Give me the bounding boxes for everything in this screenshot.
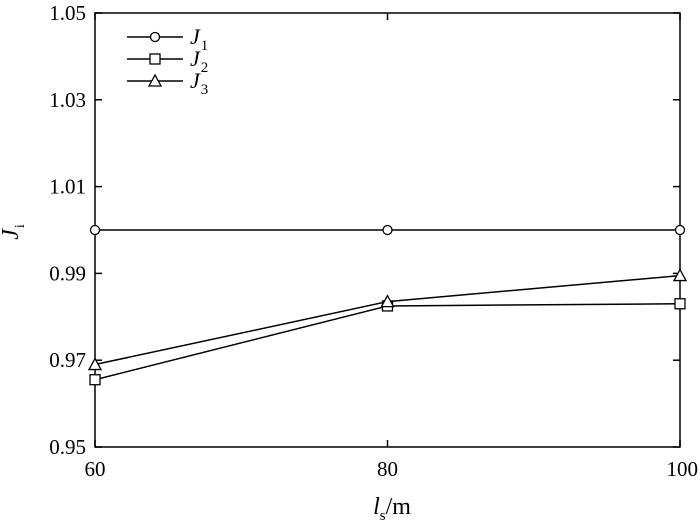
x-tick-label: 60 xyxy=(85,457,106,481)
series-line-J3 xyxy=(94,274,681,366)
legend-label: J2 xyxy=(190,46,208,76)
y-tick-label: 1.05 xyxy=(49,1,86,25)
y-axis: 0.95 0.97 0.99 1.01 1.03 1.05 xyxy=(49,1,680,459)
y-tick-label: 1.03 xyxy=(49,88,86,112)
x-tick-label: 80 xyxy=(377,457,398,481)
data-point-J1 xyxy=(89,224,101,236)
series-J3 xyxy=(87,268,688,371)
y-tick-label: 0.95 xyxy=(49,435,86,459)
series-J2 xyxy=(89,298,686,386)
legend-item-J3: J3 xyxy=(127,68,208,98)
x-axis-title: ls/m xyxy=(373,494,411,522)
y-axis-title-var: J xyxy=(0,228,24,240)
data-point-J3 xyxy=(380,294,395,308)
x-tick-label: 100 xyxy=(667,457,699,481)
legend-item-J1: J1 xyxy=(127,24,208,54)
data-point-J1 xyxy=(674,224,686,236)
x-axis-title-unit: /m xyxy=(386,494,412,520)
x-axis-title-sub: s xyxy=(380,508,386,522)
legend-marker xyxy=(149,53,161,65)
y-axis-title-sub: i xyxy=(13,224,28,228)
series-layer xyxy=(87,224,688,386)
series-J1 xyxy=(89,224,686,236)
data-point-J3 xyxy=(672,268,688,282)
data-point-J2 xyxy=(674,298,686,310)
x-axis: 60 80 100 xyxy=(85,13,699,481)
data-point-J1 xyxy=(382,224,393,236)
y-tick-label: 1.01 xyxy=(49,175,86,199)
y-axis-title: Ji xyxy=(0,224,28,240)
legend-marker xyxy=(149,31,161,43)
legend-marker xyxy=(147,73,163,87)
legend-item-J2: J2 xyxy=(127,46,208,76)
data-point-J2 xyxy=(89,374,101,386)
y-tick-label: 0.99 xyxy=(49,261,86,285)
data-point-J3 xyxy=(87,357,103,371)
legend-label: J3 xyxy=(190,68,208,98)
y-tick-label: 0.97 xyxy=(49,348,86,372)
x-axis-title-var: l xyxy=(373,494,380,520)
series-line-J2 xyxy=(94,303,681,381)
legend-label: J1 xyxy=(190,24,208,54)
